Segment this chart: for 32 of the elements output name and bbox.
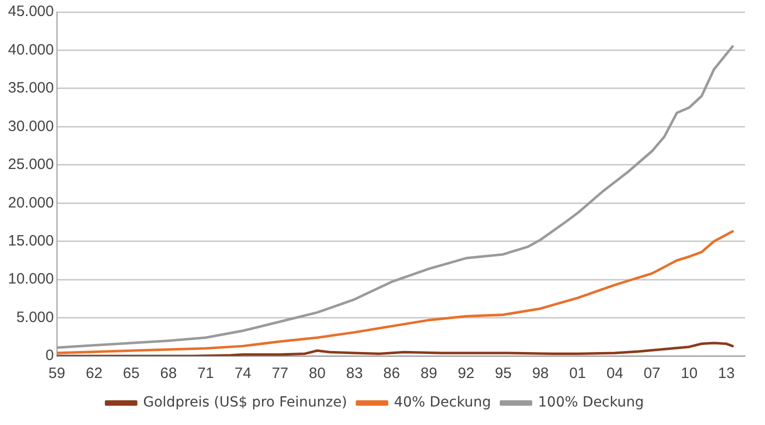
x-tick-label: 71 [197, 365, 214, 382]
y-tick-label: 0 [46, 347, 54, 364]
x-tick-label: 01 [569, 365, 586, 382]
legend-label: Goldpreis (US$ pro Feinunze) [143, 394, 348, 411]
legend-label: 40% Deckung [394, 394, 491, 411]
x-tick-label: 95 [494, 365, 512, 382]
y-tick-label: 20.000 [8, 194, 54, 212]
x-tick-label: 65 [122, 365, 140, 382]
x-tick-label: 13 [718, 365, 735, 382]
y-tick-label: 10.000 [8, 270, 54, 288]
x-tick-label: 74 [234, 365, 252, 382]
x-tick-label: 89 [420, 365, 438, 382]
y-tick-label: 30.000 [8, 118, 54, 135]
y-tick-label: 40.000 [8, 41, 54, 58]
y-tick-label: 5.000 [16, 308, 54, 326]
x-tick-label: 07 [644, 365, 660, 382]
x-tick-label: 80 [308, 365, 326, 382]
x-tick-label: 04 [606, 365, 624, 382]
legend-label: 100% Deckung [538, 394, 644, 411]
y-tick-label: 45.000 [8, 3, 54, 20]
x-tick-label: 86 [383, 365, 400, 382]
x-tick-label: 59 [48, 365, 66, 382]
y-tick-label: 35.000 [8, 80, 54, 97]
x-tick-label: 83 [346, 365, 363, 382]
x-tick-label: 68 [160, 365, 177, 382]
x-tick-label: 77 [272, 365, 288, 382]
x-tick-label: 92 [458, 365, 474, 382]
y-tick-label: 15.000 [8, 232, 54, 250]
y-tick-label: 25.000 [8, 156, 54, 174]
x-tick-label: 62 [86, 365, 102, 382]
x-tick-label: 98 [532, 365, 549, 382]
x-tick-label: 10 [680, 365, 698, 382]
